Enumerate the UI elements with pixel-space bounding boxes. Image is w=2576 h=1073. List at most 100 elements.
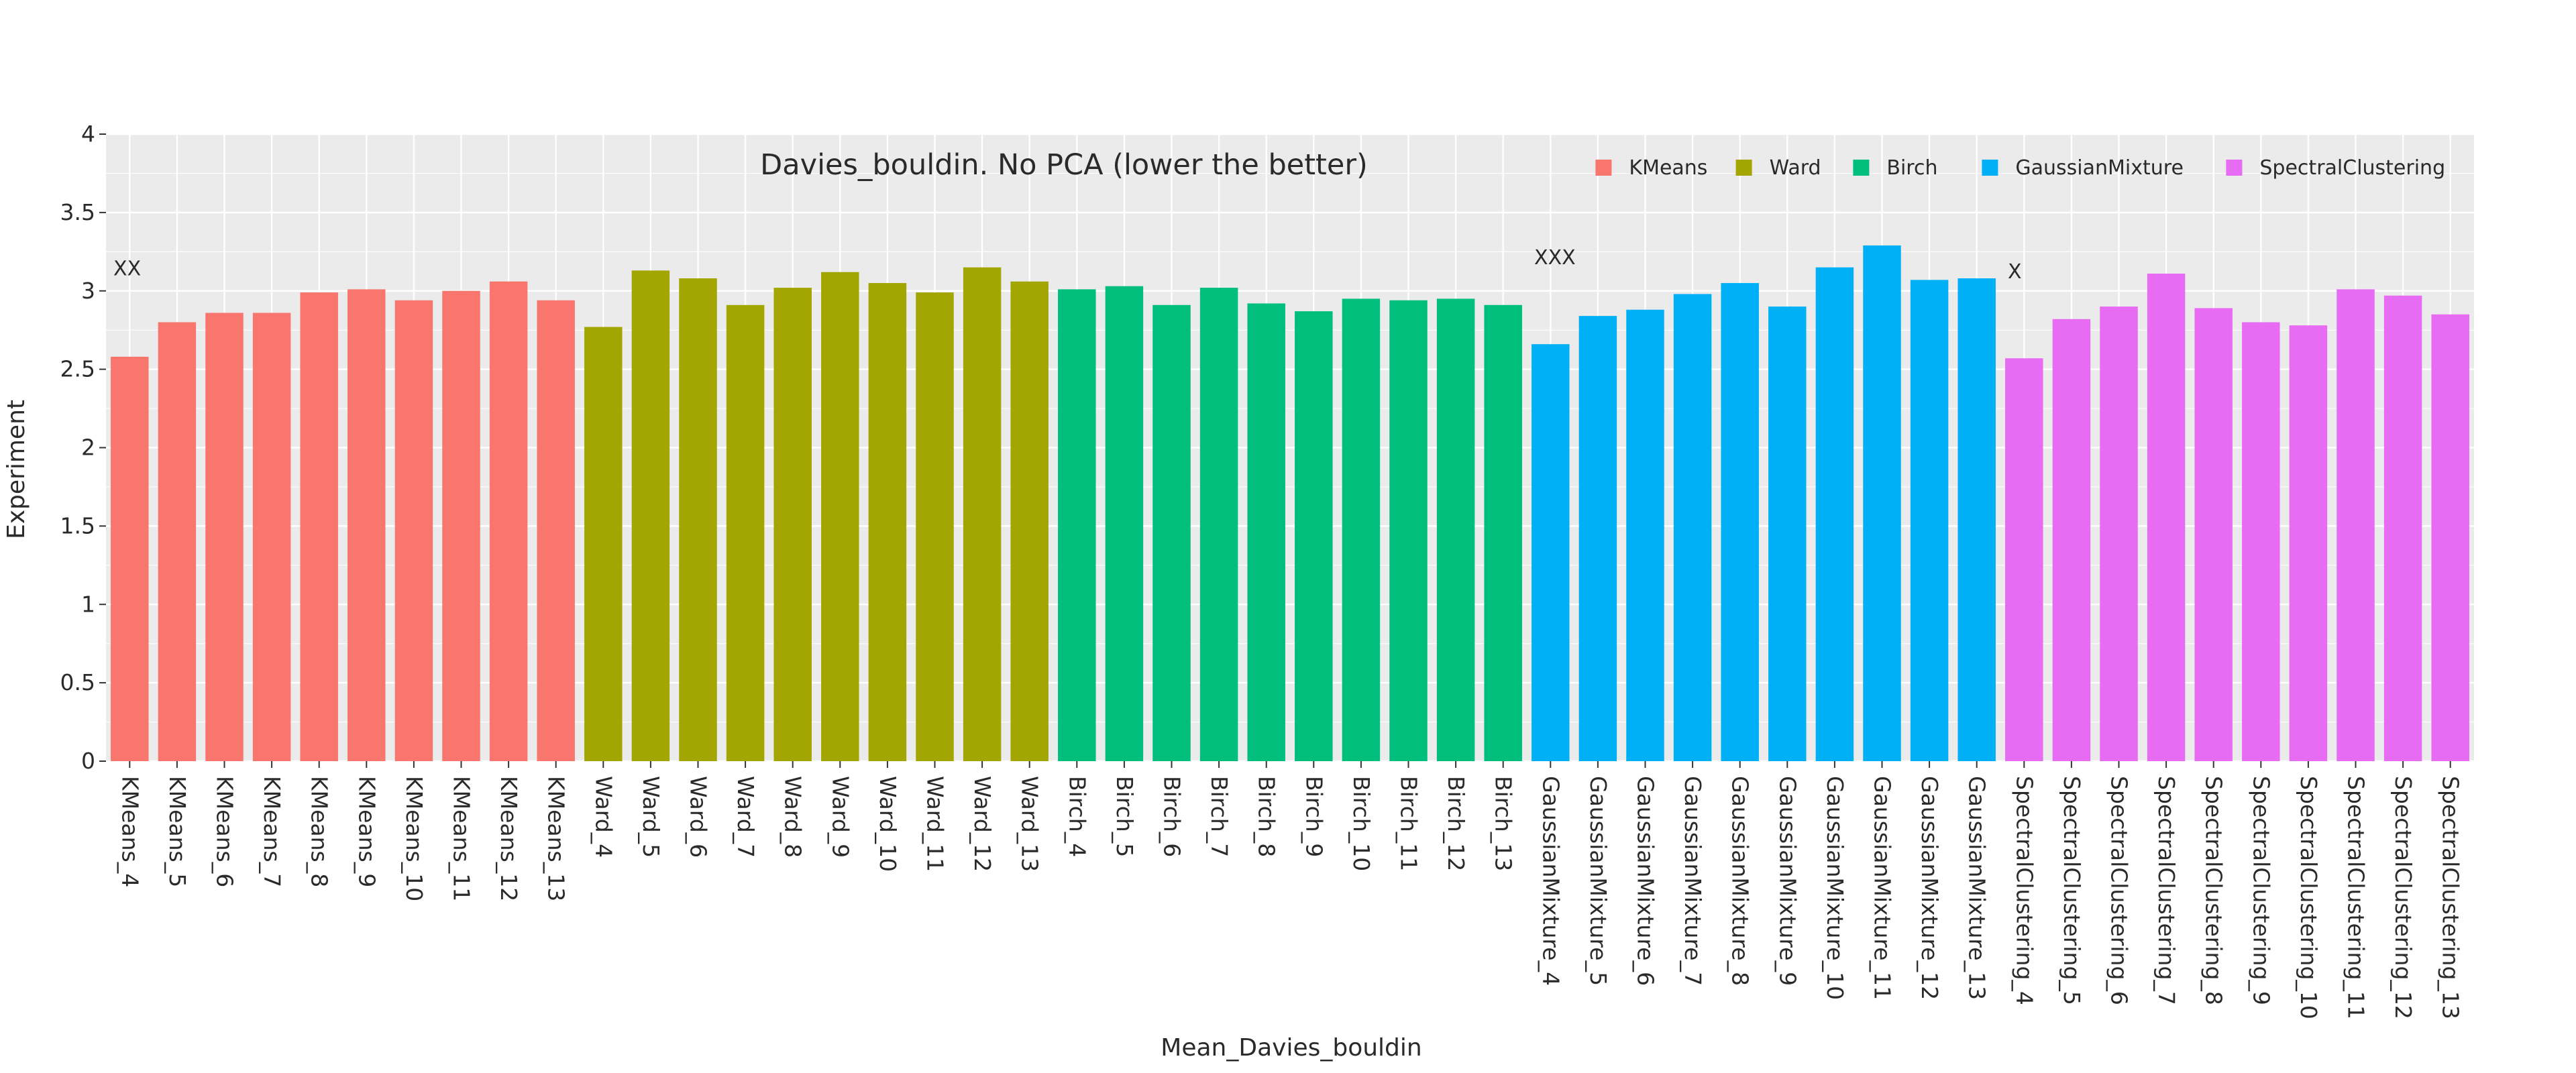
x-tick-label: KMeans_8 bbox=[307, 776, 333, 887]
bars bbox=[111, 245, 2469, 762]
bar-kmeans-4[interactable] bbox=[111, 356, 149, 761]
x-tick-label: SpectralClustering_11 bbox=[2343, 776, 2369, 1019]
x-tick-label: Ward_5 bbox=[638, 776, 664, 858]
x-tick-label: Ward_8 bbox=[780, 776, 806, 858]
legend-label: Birch bbox=[1886, 156, 1937, 180]
bar-kmeans-10[interactable] bbox=[394, 300, 433, 761]
y-tick-label: 2.5 bbox=[60, 356, 95, 382]
x-tick-label: GaussianMixture_4 bbox=[1538, 776, 1564, 986]
bar-spectralclustering-9[interactable] bbox=[2242, 322, 2280, 762]
bar-birch-10[interactable] bbox=[1342, 298, 1381, 761]
x-tick-label: GaussianMixture_8 bbox=[1727, 776, 1754, 986]
bar-spectralclustering-11[interactable] bbox=[2337, 289, 2375, 762]
x-tick-label: SpectralClustering_5 bbox=[2059, 776, 2085, 1005]
y-tick-label: 1.5 bbox=[60, 512, 95, 539]
bar-ward-10[interactable] bbox=[868, 283, 907, 761]
annotation-label: XXX bbox=[1534, 246, 1576, 270]
bar-ward-4[interactable] bbox=[584, 327, 623, 761]
bar-gaussianmixture-4[interactable] bbox=[1532, 344, 1570, 761]
bar-gaussianmixture-10[interactable] bbox=[1815, 267, 1854, 761]
bar-spectralclustering-12[interactable] bbox=[2383, 295, 2422, 761]
bar-birch-8[interactable] bbox=[1247, 303, 1285, 761]
bar-kmeans-12[interactable] bbox=[489, 281, 528, 762]
x-tick-label: Ward_7 bbox=[733, 776, 759, 858]
bar-spectralclustering-13[interactable] bbox=[2431, 314, 2469, 761]
bar-kmeans-8[interactable] bbox=[300, 292, 338, 761]
x-tick-label: GaussianMixture_10 bbox=[1822, 776, 1848, 1000]
bar-spectralclustering-5[interactable] bbox=[2052, 319, 2091, 761]
bar-spectralclustering-8[interactable] bbox=[2194, 308, 2233, 761]
bar-ward-9[interactable] bbox=[821, 272, 859, 761]
x-axis-ticks: KMeans_4 KMeans_5 KMeans_6 KMeans_7 KMeans_8… bbox=[117, 761, 2464, 1019]
x-tick-label: SpectralClustering_8 bbox=[2201, 776, 2227, 1005]
legend-label: KMeans bbox=[1629, 156, 1707, 180]
bar-ward-8[interactable] bbox=[773, 288, 812, 761]
x-tick-label: SpectralClustering_7 bbox=[2153, 776, 2180, 1005]
bar-spectralclustering-7[interactable] bbox=[2147, 274, 2186, 762]
y-tick-label: 1 bbox=[81, 591, 95, 617]
bar-birch-13[interactable] bbox=[1484, 304, 1522, 762]
x-tick-label: Birch_4 bbox=[1064, 776, 1090, 857]
x-tick-label: Birch_5 bbox=[1112, 776, 1138, 857]
x-tick-label: Birch_8 bbox=[1254, 776, 1280, 857]
bar-gaussianmixture-8[interactable] bbox=[1721, 283, 1759, 761]
bar-kmeans-5[interactable] bbox=[158, 322, 197, 762]
x-tick-label: SpectralClustering_13 bbox=[2438, 776, 2464, 1019]
bar-ward-6[interactable] bbox=[679, 278, 717, 761]
x-tick-label: Ward_9 bbox=[827, 776, 853, 858]
x-tick-label: Ward_6 bbox=[686, 776, 712, 858]
bar-ward-5[interactable] bbox=[631, 270, 670, 761]
legend: KMeans Ward Birch GaussianMixture SpectralCl… bbox=[1595, 156, 2445, 180]
y-tick-label: 0.5 bbox=[60, 669, 95, 695]
x-tick-label: KMeans_4 bbox=[117, 776, 143, 887]
bar-gaussianmixture-9[interactable] bbox=[1768, 306, 1807, 761]
y-tick-label: 0 bbox=[81, 748, 95, 774]
bar-birch-4[interactable] bbox=[1058, 289, 1096, 762]
legend-label: GaussianMixture bbox=[2015, 156, 2184, 180]
legend-swatch bbox=[1982, 160, 1998, 176]
bar-birch-5[interactable] bbox=[1105, 286, 1144, 761]
bar-spectralclustering-6[interactable] bbox=[2100, 306, 2138, 761]
x-tick-label: Ward_11 bbox=[922, 776, 949, 872]
x-tick-label: Birch_11 bbox=[1396, 776, 1422, 871]
bar-kmeans-9[interactable] bbox=[347, 289, 386, 762]
bar-gaussianmixture-7[interactable] bbox=[1673, 294, 1712, 761]
bar-ward-7[interactable] bbox=[726, 304, 765, 762]
legend-label: SpectralClustering bbox=[2259, 156, 2445, 180]
bar-ward-13[interactable] bbox=[1010, 281, 1049, 762]
bar-birch-12[interactable] bbox=[1436, 298, 1475, 761]
bar-gaussianmixture-11[interactable] bbox=[1863, 245, 1901, 761]
x-tick-label: Ward_4 bbox=[590, 776, 616, 858]
bar-birch-11[interactable] bbox=[1389, 300, 1428, 761]
bar-spectralclustering-10[interactable] bbox=[2289, 325, 2328, 761]
y-axis-ticks: 0 0.5 1 1.5 2 2.5 3 3.5 4 bbox=[60, 121, 106, 774]
legend-label: Ward bbox=[1770, 156, 1821, 180]
x-tick-label: Birch_12 bbox=[1443, 776, 1469, 871]
x-tick-label: SpectralClustering_9 bbox=[2248, 776, 2274, 1005]
legend-swatch bbox=[1595, 160, 1612, 176]
x-tick-label: Ward_10 bbox=[875, 776, 901, 872]
x-tick-label: SpectralClustering_12 bbox=[2390, 776, 2416, 1019]
bar-birch-9[interactable] bbox=[1295, 311, 1333, 761]
bar-gaussianmixture-6[interactable] bbox=[1626, 309, 1664, 761]
y-tick-label: 3 bbox=[81, 278, 95, 304]
bar-kmeans-11[interactable] bbox=[442, 290, 480, 761]
bar-kmeans-7[interactable] bbox=[252, 313, 291, 762]
bar-gaussianmixture-5[interactable] bbox=[1578, 316, 1617, 761]
legend-swatch bbox=[2226, 160, 2243, 176]
y-tick-label: 3.5 bbox=[60, 199, 95, 225]
bar-spectralclustering-4[interactable] bbox=[2005, 358, 2043, 761]
bar-kmeans-6[interactable] bbox=[205, 313, 244, 762]
bar-gaussianmixture-13[interactable] bbox=[1957, 278, 1996, 761]
bar-ward-12[interactable] bbox=[963, 267, 1002, 761]
x-tick-label: GaussianMixture_9 bbox=[1774, 776, 1801, 986]
bar-gaussianmixture-12[interactable] bbox=[1910, 280, 1949, 761]
x-tick-label: SpectralClustering_4 bbox=[2011, 776, 2037, 1005]
bar-ward-11[interactable] bbox=[916, 292, 954, 761]
bar-birch-6[interactable] bbox=[1152, 304, 1191, 762]
x-tick-label: Birch_6 bbox=[1159, 776, 1185, 857]
bar-birch-7[interactable] bbox=[1199, 288, 1238, 761]
bar-kmeans-13[interactable] bbox=[537, 300, 575, 761]
annotation-label: X bbox=[2008, 260, 2022, 284]
